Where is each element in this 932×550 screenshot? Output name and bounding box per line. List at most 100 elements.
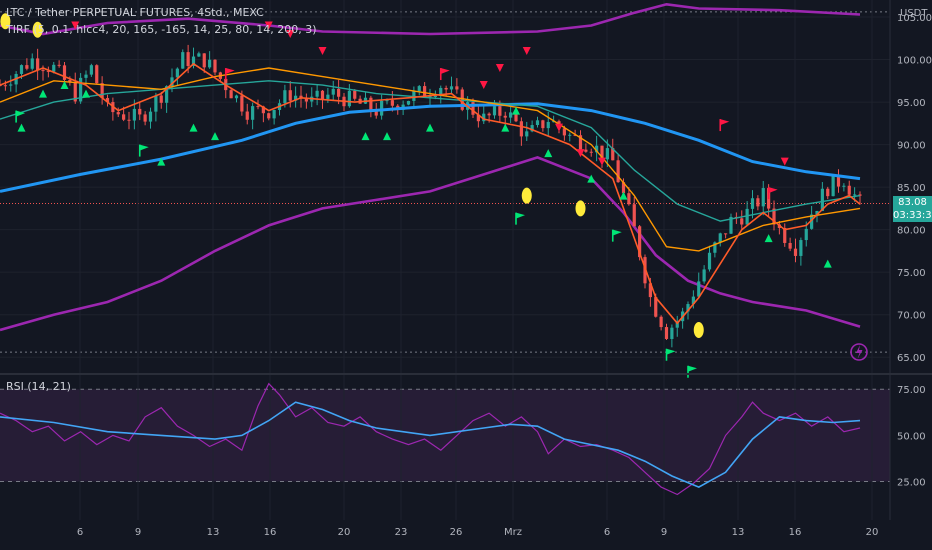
candle-body — [745, 208, 749, 225]
candle-body — [261, 106, 265, 114]
candle-body — [159, 95, 163, 103]
candle-body — [788, 242, 792, 249]
sell-arrow-icon — [495, 64, 504, 73]
candle-body — [541, 120, 545, 129]
rsi-ma-line — [0, 401, 861, 488]
rsi-plot — [0, 382, 861, 496]
time-tick: 20 — [866, 527, 879, 538]
candle-body — [423, 86, 427, 97]
candle-body — [326, 94, 330, 99]
candle-body — [304, 98, 308, 102]
buy-arrow-icon — [764, 234, 773, 243]
candle-body — [320, 90, 325, 99]
sell-arrow-icon — [780, 157, 789, 166]
candle-body — [858, 194, 862, 196]
buy-flag-icon — [16, 110, 26, 117]
buy-arrow-icon — [823, 259, 832, 268]
candle-body — [482, 113, 486, 122]
candle-body — [713, 242, 717, 253]
candle-body — [186, 52, 190, 67]
sell-arrow-icon — [479, 81, 488, 90]
candle-body — [105, 98, 110, 103]
candle-body — [79, 77, 83, 102]
candle-body — [25, 65, 29, 69]
time-tick: 16 — [264, 527, 277, 538]
price-tick: 105.00 — [897, 13, 932, 24]
price-tick: 70.00 — [897, 311, 926, 322]
candle-body — [525, 131, 529, 137]
indicator-label[interactable]: TIRF (5, 0.1, hlcc4, 20, 165, -165, 14, … — [6, 23, 317, 36]
candle-body — [568, 134, 572, 136]
candle-body — [95, 65, 99, 84]
candle-body — [578, 135, 583, 150]
candle-body — [19, 65, 24, 74]
candle-body — [799, 240, 803, 256]
lightning-icon[interactable] — [850, 343, 868, 361]
sell-arrow-icon — [264, 21, 273, 30]
candle-body — [122, 114, 126, 120]
candle-body — [36, 58, 40, 71]
buy-flag-icon — [612, 229, 622, 236]
candle-body — [138, 108, 142, 115]
candle-body — [294, 95, 298, 101]
candle-body — [460, 89, 464, 110]
candle-body — [369, 97, 373, 111]
candle-body — [245, 111, 249, 120]
candle-body — [251, 106, 255, 120]
buy-arrow-icon — [501, 123, 510, 132]
buy-arrow-icon — [17, 123, 26, 132]
price-axis[interactable]: 105.00 100.00 95.00 90.00 85.00 80.00 75.00 70.… — [897, 13, 932, 489]
yellow-signal-icon — [0, 13, 11, 30]
candle-body — [772, 208, 776, 225]
candle-body — [433, 95, 437, 97]
moving-averages — [0, 62, 861, 325]
time-tick: 13 — [732, 527, 745, 538]
buy-arrow-icon — [426, 123, 434, 132]
rsi-label[interactable]: RSI (14, 21) — [6, 380, 71, 393]
candle-body — [627, 193, 631, 205]
candle-body — [611, 148, 615, 161]
chart-legend[interactable]: LTC / Tether PERPETUAL FUTURES, 4Std., M… — [6, 4, 317, 38]
candle-body — [444, 87, 448, 90]
buy-arrow-icon — [39, 89, 47, 98]
sell-arrow-icon — [71, 21, 80, 30]
candle-body — [127, 119, 131, 121]
candle-body — [89, 65, 93, 75]
time-tick: 20 — [338, 527, 351, 538]
candle-body — [664, 327, 669, 339]
buy-arrow-icon — [619, 191, 628, 200]
series-ema-fast — [0, 62, 861, 325]
candle-body — [197, 53, 201, 57]
time-tick: 9 — [135, 527, 141, 538]
candle-body — [616, 160, 620, 183]
candle-body — [288, 90, 292, 101]
candle-body — [707, 252, 712, 270]
series-ema-teal — [0, 80, 861, 222]
time-tick: 23 — [395, 527, 408, 538]
sell-flag-icon — [720, 119, 730, 126]
candle-body — [143, 114, 147, 122]
candle-body — [3, 85, 7, 87]
candle-body — [831, 174, 835, 197]
price-tick: 95.00 — [897, 98, 926, 109]
candle-body — [514, 112, 518, 122]
candle-body — [826, 188, 830, 197]
series-upper-band — [0, 2, 861, 36]
candle-body — [509, 112, 513, 118]
yellow-signal-icon — [32, 21, 43, 38]
buy-flag-icon — [688, 365, 697, 372]
candle-body — [810, 214, 814, 229]
symbol-title[interactable]: LTC / Tether PERPETUAL FUTURES, 4Std., M… — [6, 6, 264, 19]
candle-body — [165, 86, 169, 103]
candle-body — [390, 100, 394, 106]
buy-arrow-icon — [60, 81, 69, 90]
candle-body — [100, 83, 104, 99]
time-tick: 6 — [77, 527, 83, 538]
candle-body — [530, 125, 534, 132]
candle-body — [374, 110, 378, 116]
sell-arrow-icon — [555, 123, 563, 132]
candle-body — [621, 182, 626, 194]
time-axis[interactable]: 6 9 13 16 20 23 26 Mrz 6 9 13 16 20 — [77, 527, 879, 538]
candle-body — [449, 86, 454, 90]
